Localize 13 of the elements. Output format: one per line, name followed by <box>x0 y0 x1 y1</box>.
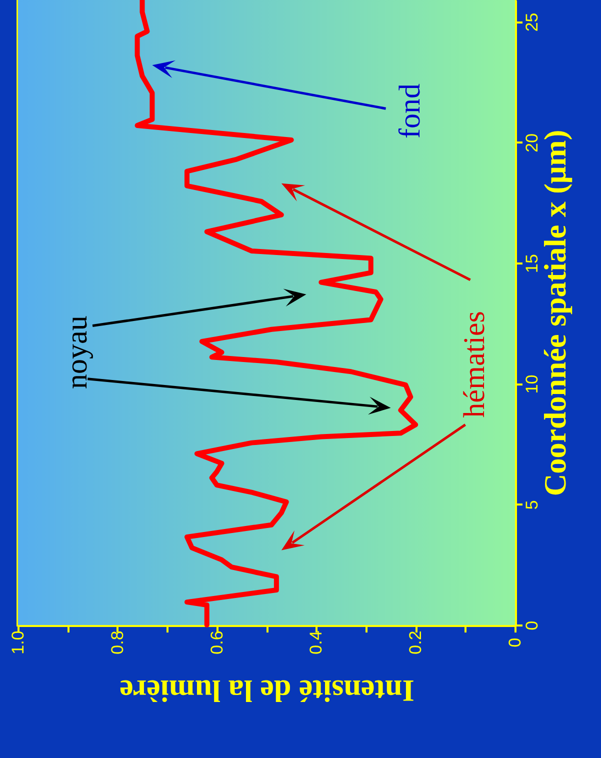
y-tick-label: 0 <box>522 620 542 630</box>
y-tick-label: 25 <box>522 12 542 32</box>
annotation: hématies <box>458 311 492 418</box>
y-tick-label: 5 <box>522 500 542 510</box>
annotation: fond <box>394 84 427 139</box>
annotation: noyau <box>60 316 94 389</box>
x-tick-label: 0 <box>506 638 524 648</box>
x-tick-label: 0.4 <box>306 630 326 654</box>
x-tick-label: 0.6 <box>207 630 226 654</box>
x-tick-label: 1.0 <box>8 630 28 654</box>
x-axis-title: Intensité de la lumière <box>120 673 414 708</box>
x-tick-label: 0.8 <box>108 630 127 654</box>
x-tick-label: 0.2 <box>406 630 426 654</box>
